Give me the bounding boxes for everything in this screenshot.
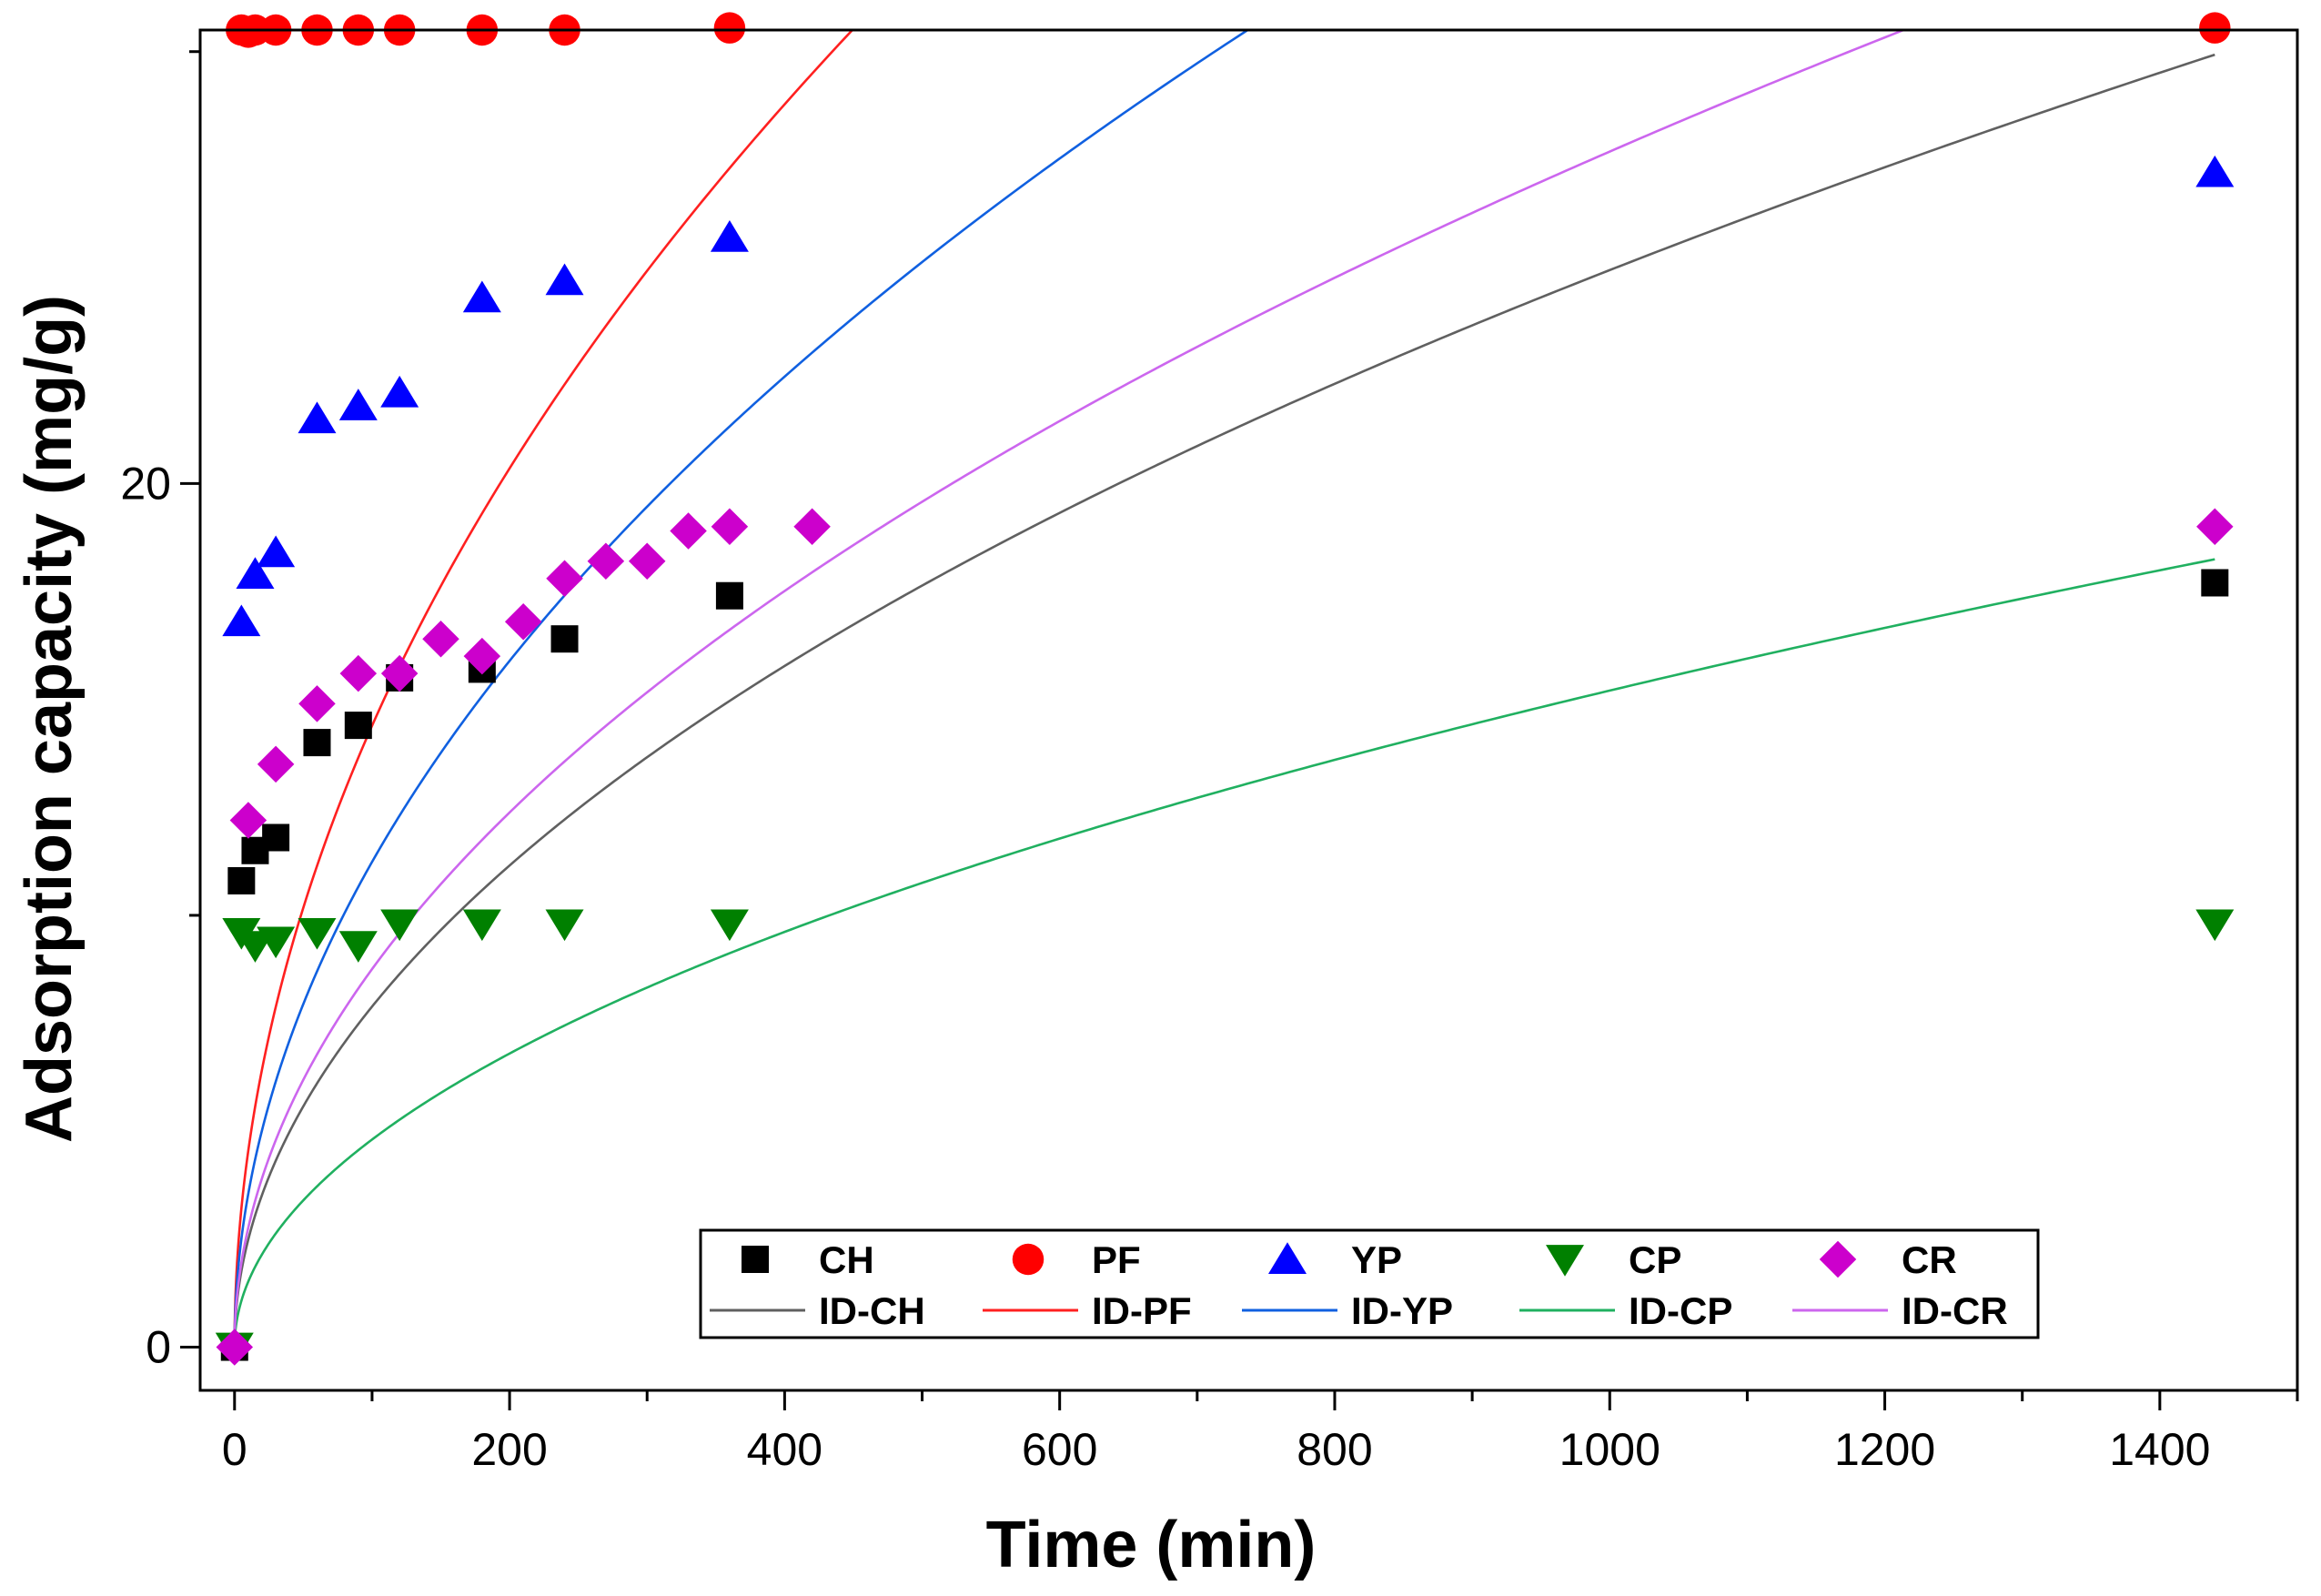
point-yp: [710, 220, 749, 252]
point-yp: [545, 263, 584, 296]
point-cp: [710, 909, 749, 942]
x-tick-label: 1000: [1559, 1424, 1660, 1475]
legend-symbol-cp: [1546, 1245, 1584, 1277]
point-ch: [2201, 569, 2229, 597]
data-markers: [215, 12, 2235, 1366]
legend-symbol-yp: [1268, 1242, 1307, 1274]
x-tick-label: 0: [222, 1424, 247, 1475]
point-yp: [462, 280, 501, 313]
y-axis-title: Adsorption capacity (mg/g): [13, 295, 86, 1143]
plot-frame: [198, 28, 2299, 1392]
point-yp: [222, 604, 261, 637]
point-cr: [546, 560, 583, 597]
x-tick-label: 800: [1297, 1424, 1372, 1475]
curve-id-cr: [233, 30, 1907, 1348]
point-cp: [380, 909, 419, 942]
point-cr: [463, 637, 501, 675]
legend-label-cr: CR: [1902, 1238, 1957, 1281]
y-tick-label: 20: [120, 458, 171, 509]
point-cp: [462, 909, 501, 942]
legend-label-ch: CH: [819, 1238, 874, 1281]
point-ch: [715, 581, 743, 610]
x-tick-label: 400: [747, 1424, 822, 1475]
point-cr: [257, 745, 295, 783]
point-yp: [236, 557, 275, 589]
x-tick-label: 1200: [1834, 1424, 1935, 1475]
legend-symbol-cr: [1819, 1240, 1857, 1278]
point-cr: [380, 654, 419, 692]
x-tick-label: 1400: [2109, 1424, 2210, 1475]
point-cp: [298, 917, 337, 950]
fitted-curves: [233, 30, 2215, 1348]
point-cr: [504, 602, 542, 641]
point-cr: [670, 512, 707, 550]
point-cr: [216, 1328, 254, 1366]
point-cp: [2195, 909, 2235, 942]
x-tick-label: 600: [1022, 1424, 1097, 1475]
point-yp: [298, 401, 337, 434]
legend-label-yp: YP: [1351, 1238, 1402, 1281]
point-cr: [422, 620, 459, 658]
point-ch: [303, 729, 331, 757]
legend-label-id-pf: ID-PF: [1092, 1289, 1192, 1332]
legend-box: [699, 1228, 2040, 1339]
x-tick-label: 200: [471, 1424, 547, 1475]
point-cp: [338, 931, 378, 963]
point-pf: [2199, 12, 2231, 44]
curve-id-ch: [233, 53, 2215, 1348]
point-cr: [587, 542, 625, 581]
curve-id-yp: [233, 30, 1250, 1348]
point-cr: [793, 508, 831, 546]
point-cr: [628, 542, 666, 581]
x-axis-title: Time (min): [986, 1509, 1317, 1581]
point-cr: [2196, 508, 2234, 546]
point-yp: [338, 389, 378, 420]
legend-label-id-cp: ID-CP: [1629, 1289, 1732, 1332]
legend-label-cp: CP: [1629, 1238, 1681, 1281]
legend: CH PF YP CP CR ID-CH ID-PF ID-YP ID-CP ID-CR: [699, 1228, 2040, 1339]
point-yp: [2195, 155, 2235, 187]
legend-label-id-ch: ID-CH: [819, 1289, 925, 1332]
point-ch: [227, 866, 256, 894]
axis-ticks: 0 200 400 600 800 1000 1200 1400 0 20: [120, 50, 2299, 1475]
point-yp: [257, 535, 296, 568]
point-ch: [550, 625, 579, 653]
curve-id-cp: [233, 558, 2215, 1348]
point-ch: [344, 712, 372, 740]
point-cr: [339, 654, 378, 692]
legend-symbol-pf: [1012, 1243, 1044, 1276]
curve-id-pf: [233, 30, 854, 1348]
point-cp: [257, 926, 296, 959]
point-pf: [713, 12, 746, 44]
point-cr: [711, 508, 749, 546]
point-ch: [262, 823, 290, 852]
legend-label-pf: PF: [1092, 1238, 1141, 1281]
legend-symbol-ch: [742, 1246, 769, 1273]
point-cr: [298, 685, 336, 722]
point-yp: [380, 375, 419, 408]
legend-label-id-yp: ID-YP: [1351, 1289, 1453, 1332]
point-cp: [545, 909, 584, 942]
legend-label-id-cr: ID-CR: [1902, 1289, 2008, 1332]
y-tick-label: 0: [146, 1322, 171, 1373]
point-cr: [229, 802, 267, 839]
